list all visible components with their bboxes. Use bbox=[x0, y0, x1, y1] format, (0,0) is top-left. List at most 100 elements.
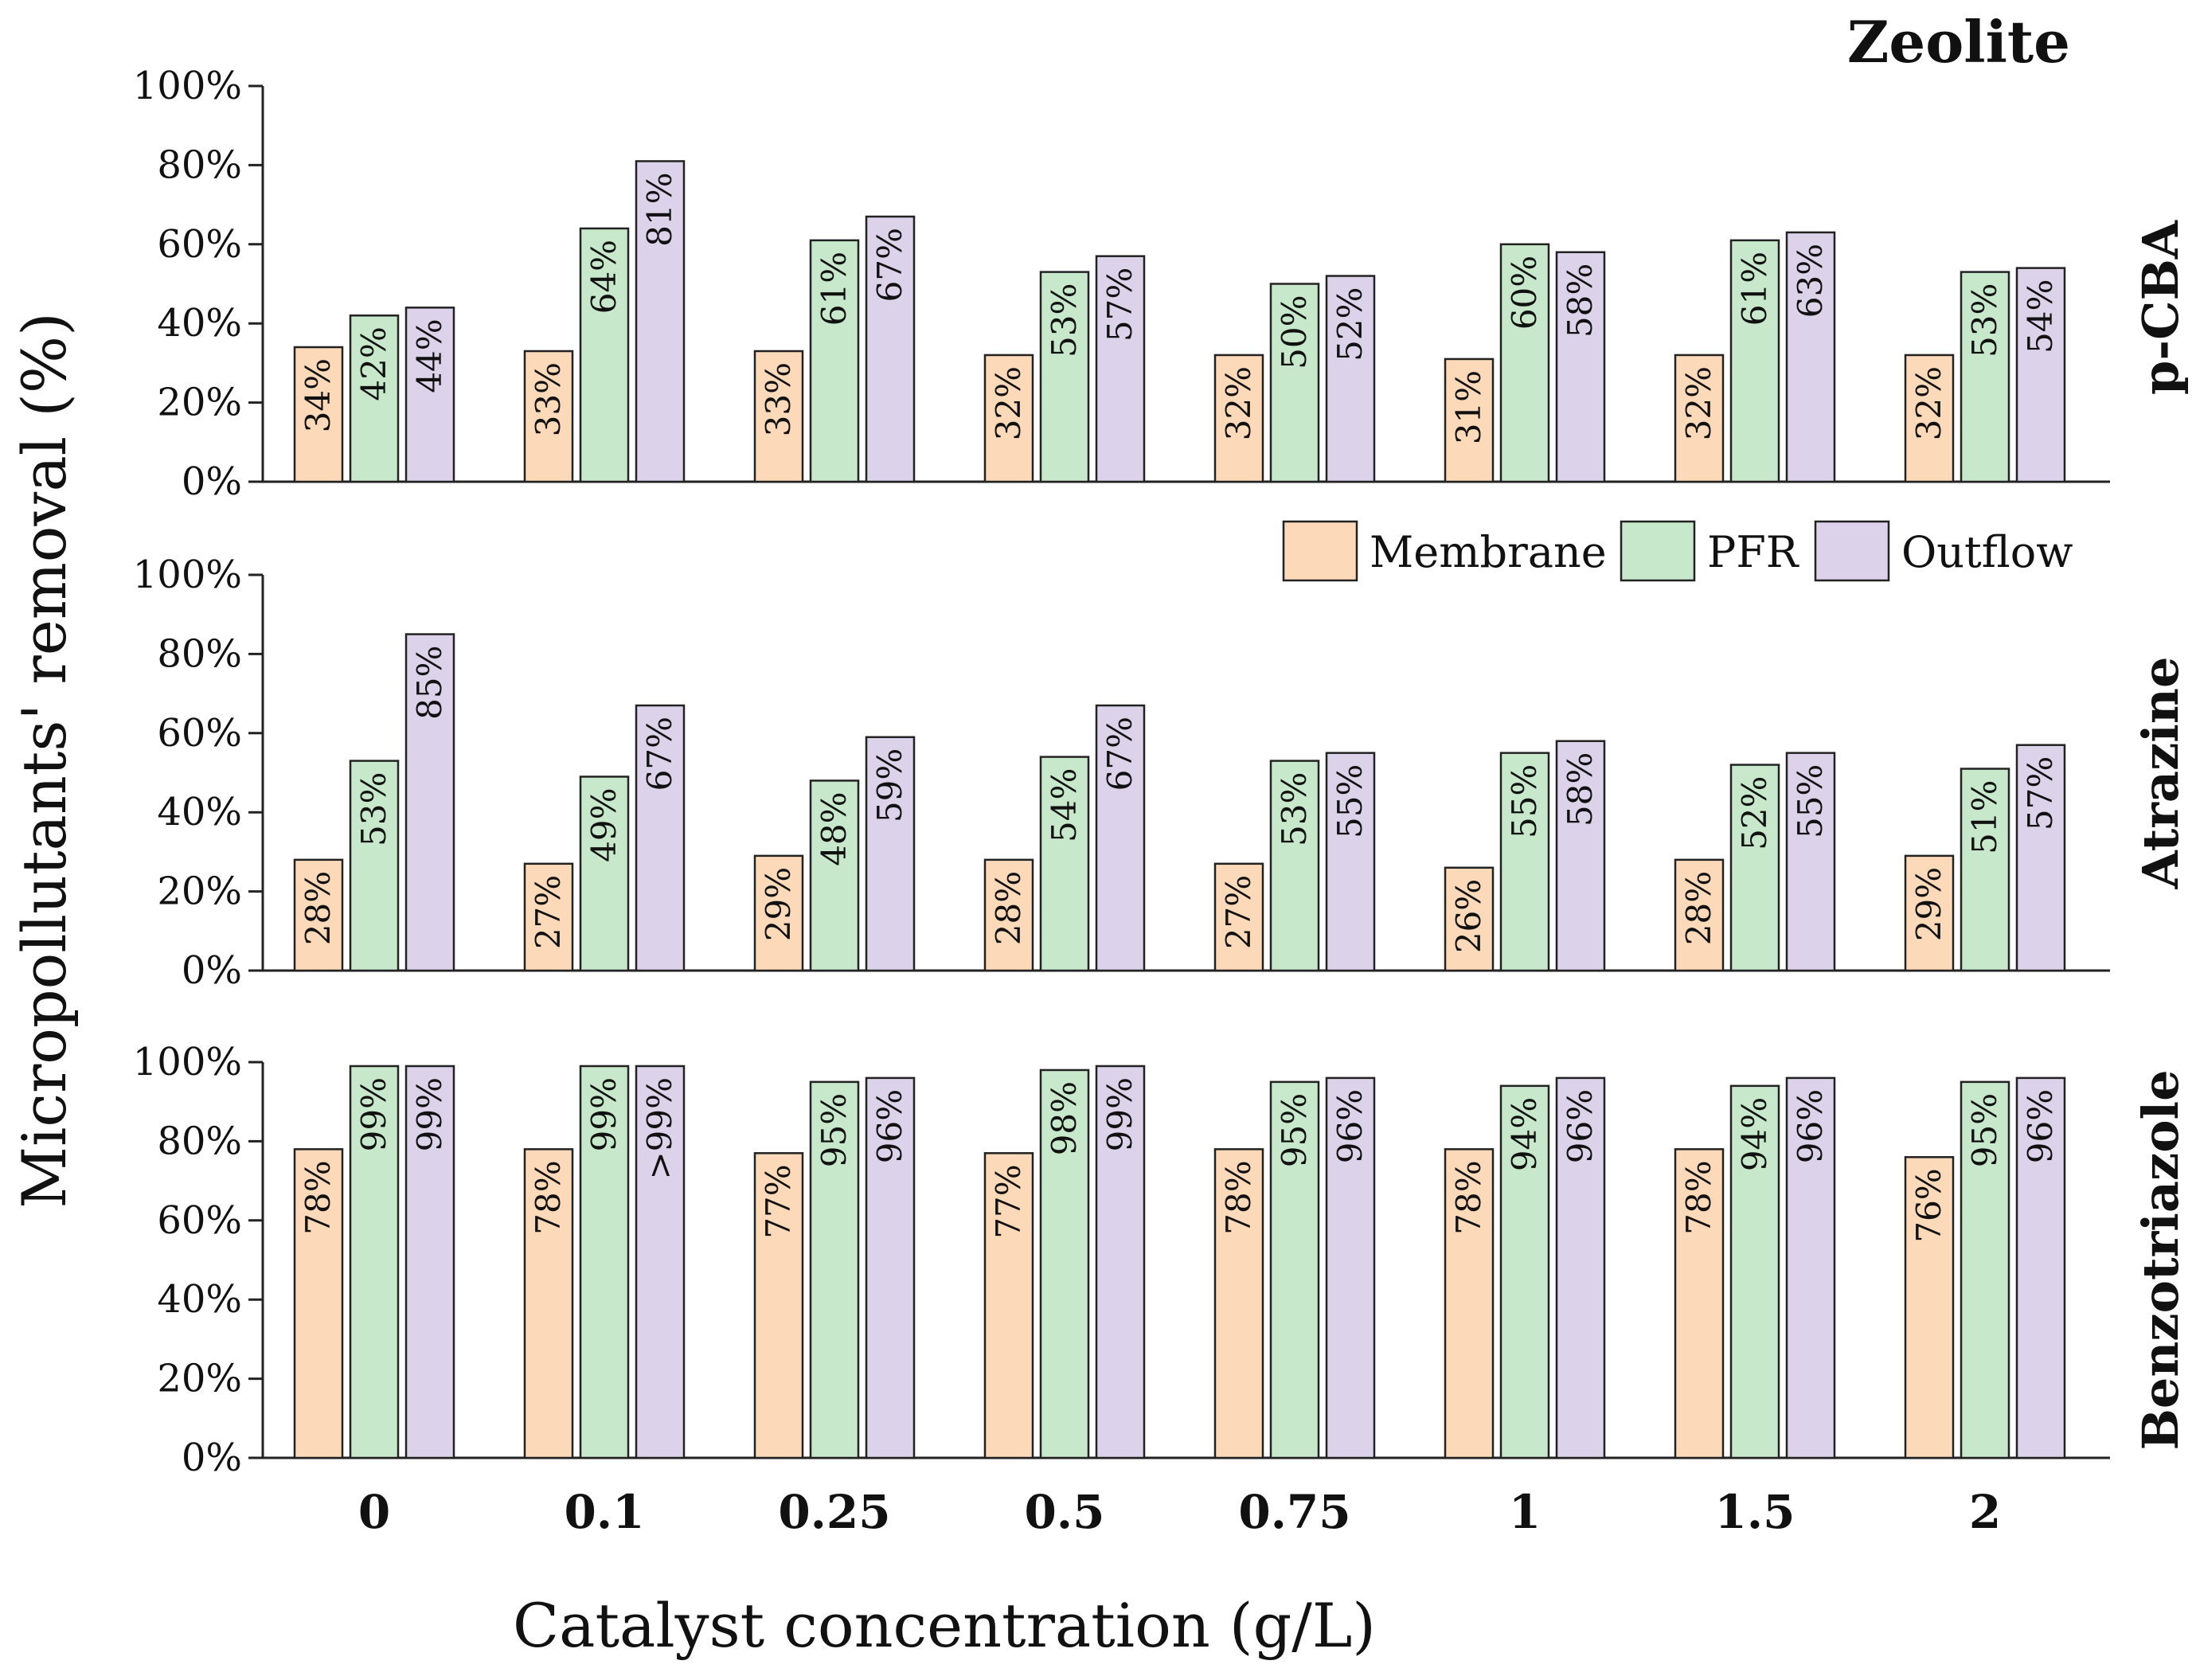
y-tick-label: 20% bbox=[157, 381, 242, 425]
bar-data-label: 29% bbox=[759, 867, 798, 941]
bar-data-label: 51% bbox=[1965, 780, 2004, 854]
bar-data-label: 33% bbox=[529, 362, 568, 436]
bar-data-label: 78% bbox=[1679, 1160, 1718, 1234]
bar-pfr bbox=[349, 1065, 400, 1459]
bar-data-label: 48% bbox=[815, 791, 854, 865]
chart-title: Zeolite bbox=[1847, 8, 2070, 76]
bar-pfr bbox=[579, 776, 630, 972]
y-tick-label: 20% bbox=[157, 1357, 242, 1401]
y-tick-label: 60% bbox=[157, 222, 242, 267]
bar-data-label: 61% bbox=[815, 252, 854, 326]
bar-pfr bbox=[579, 1065, 630, 1459]
bar-data-label: 58% bbox=[1561, 752, 1600, 826]
bar-membrane bbox=[293, 858, 344, 972]
bar-data-label: 96% bbox=[2021, 1089, 2060, 1163]
y-tick-label: 40% bbox=[157, 790, 242, 834]
x-tick-label: 2 bbox=[1969, 1485, 2001, 1539]
bar-membrane bbox=[753, 1152, 804, 1459]
bar-data-label: 58% bbox=[1561, 264, 1600, 338]
bar-pfr bbox=[1960, 1080, 2010, 1459]
bar-outflow bbox=[1325, 275, 1376, 483]
bar-pfr bbox=[1729, 239, 1780, 483]
bar-data-label: 53% bbox=[354, 772, 393, 846]
bar-outflow bbox=[865, 215, 916, 483]
y-tick-label: 80% bbox=[157, 1119, 242, 1163]
bar-outflow bbox=[1325, 752, 1376, 972]
bar-data-label: 49% bbox=[584, 787, 623, 861]
bar-pfr bbox=[1269, 760, 1320, 972]
bar-data-label: 32% bbox=[1219, 366, 1258, 440]
bar-membrane bbox=[1213, 354, 1264, 483]
y-tick-label: 60% bbox=[157, 1198, 242, 1243]
bar-data-label: 67% bbox=[870, 228, 909, 302]
x-tick-label: 0.25 bbox=[778, 1485, 890, 1539]
legend: Membrane PFR Outflow bbox=[1282, 520, 2073, 582]
bar-data-label: 33% bbox=[759, 362, 798, 436]
y-tick-label: 100% bbox=[133, 64, 242, 108]
bar-data-label: 32% bbox=[1909, 366, 1948, 440]
bar-outflow bbox=[2015, 744, 2066, 972]
bar-membrane bbox=[1904, 1156, 1955, 1459]
bar-data-label: 96% bbox=[1561, 1089, 1600, 1163]
bar-data-label: 28% bbox=[989, 871, 1028, 945]
bar-data-label: 99% bbox=[354, 1077, 393, 1151]
x-axis-title: Catalyst concentration (g/L) bbox=[513, 1590, 1376, 1661]
bar-pfr bbox=[809, 239, 860, 483]
bar-pfr bbox=[1960, 271, 2010, 483]
bar-data-label: 53% bbox=[1045, 283, 1084, 357]
bar-outflow bbox=[1095, 704, 1146, 972]
bar-pfr bbox=[809, 1080, 860, 1459]
bar-pfr bbox=[809, 779, 860, 972]
bar-data-label: 28% bbox=[299, 871, 338, 945]
bar-data-label: 78% bbox=[529, 1160, 568, 1234]
bar-data-label: 81% bbox=[640, 172, 679, 246]
bar-data-label: 77% bbox=[989, 1164, 1028, 1238]
bar-data-label: 54% bbox=[1045, 768, 1084, 842]
bar-outflow bbox=[1555, 1076, 1606, 1459]
bar-data-label: 78% bbox=[1449, 1160, 1488, 1234]
bar-data-label: 55% bbox=[1505, 764, 1544, 838]
bar-data-label: 95% bbox=[1965, 1093, 2004, 1167]
panel-label: Benzotriazole bbox=[2132, 1069, 2190, 1450]
x-tick-label: 0.75 bbox=[1238, 1485, 1350, 1539]
panels-layer: 0%20%40%60%80%100%34% 42% 44%33%64%81%33%6… bbox=[133, 64, 2190, 1539]
bar-data-label: 54% bbox=[2021, 279, 2060, 354]
panel-p-cba: 0% 20% 40% 60% 80% 100% 34% 42% 44% 33% 64% 81% 33% 6… bbox=[133, 64, 2190, 504]
bar-outflow bbox=[865, 736, 916, 972]
y-tick-label: 60% bbox=[157, 711, 242, 756]
bar-pfr bbox=[1039, 271, 1090, 483]
bar-membrane bbox=[1444, 357, 1495, 483]
bar-membrane bbox=[1674, 858, 1725, 972]
legend-item-outflow: Outflow bbox=[1814, 520, 2073, 582]
bar-membrane bbox=[1674, 354, 1725, 483]
bar-outflow bbox=[1785, 752, 1836, 972]
bar-data-label: 34% bbox=[299, 358, 338, 432]
bar-data-label: 95% bbox=[815, 1093, 854, 1167]
bar-data-label: 98% bbox=[1045, 1081, 1084, 1155]
bar-data-label: 67% bbox=[1100, 717, 1139, 791]
bar-data-label: 44% bbox=[410, 318, 449, 393]
bar-membrane bbox=[1444, 866, 1495, 972]
bar-data-label: 61% bbox=[1735, 252, 1774, 326]
bar-pfr bbox=[1269, 1080, 1320, 1459]
legend-item-membrane: Membrane bbox=[1282, 520, 1607, 582]
y-tick-label: 0% bbox=[182, 948, 242, 993]
bar-outflow bbox=[635, 160, 686, 483]
bar-outflow bbox=[865, 1076, 916, 1459]
bar-pfr bbox=[1729, 1084, 1780, 1459]
x-tick-label: 0.1 bbox=[565, 1485, 645, 1539]
bar-data-label: 42% bbox=[354, 326, 393, 400]
bar-outflow bbox=[2015, 1076, 2066, 1459]
bar-pfr bbox=[1729, 764, 1780, 972]
legend-label: Outflow bbox=[1901, 527, 2073, 577]
bar-data-label: 99% bbox=[1100, 1077, 1139, 1151]
y-tick-label: 100% bbox=[133, 553, 242, 597]
bar-membrane bbox=[523, 862, 574, 972]
bar-outflow bbox=[1785, 231, 1836, 483]
bar-outflow bbox=[404, 633, 455, 972]
bar-data-label: 50% bbox=[1275, 295, 1314, 369]
bar-membrane bbox=[1904, 854, 1955, 972]
bar-data-label: 96% bbox=[1791, 1089, 1830, 1163]
legend-swatch bbox=[1282, 520, 1358, 582]
bar-data-label: >99% bbox=[640, 1077, 679, 1180]
